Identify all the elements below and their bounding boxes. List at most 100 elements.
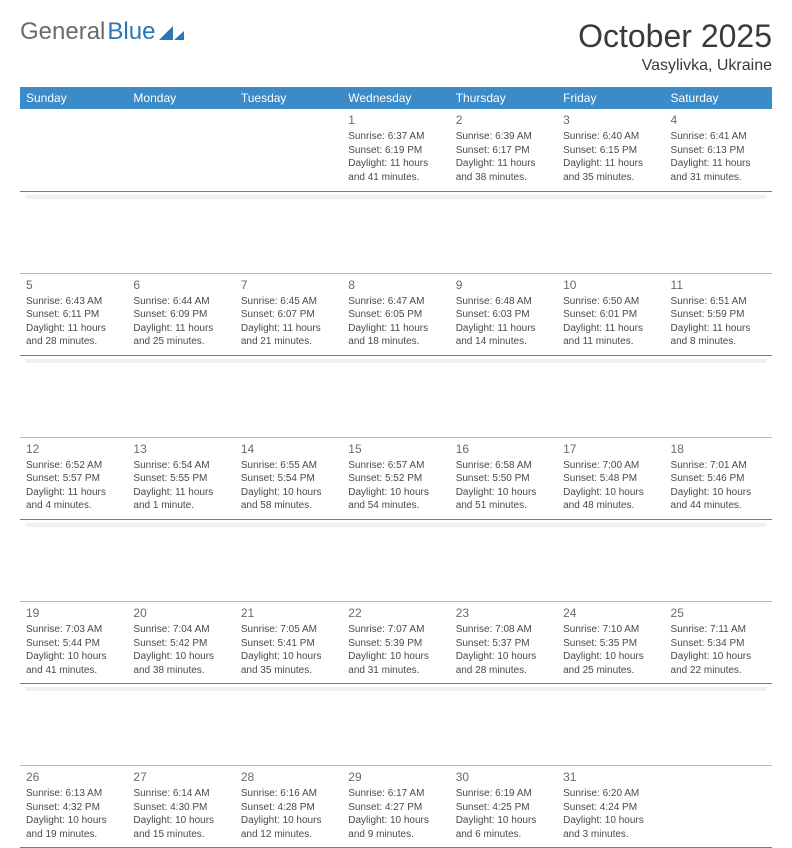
sunset-text: Sunset: 4:32 PM (26, 801, 121, 815)
daylight-text: and 6 minutes. (456, 828, 551, 842)
day-number: 27 (133, 769, 228, 785)
calendar-cell: 20Sunrise: 7:04 AMSunset: 5:42 PMDayligh… (127, 601, 234, 683)
daylight-text: and 1 minute. (133, 499, 228, 513)
calendar-cell: 23Sunrise: 7:08 AMSunset: 5:37 PMDayligh… (450, 601, 557, 683)
daylight-text: Daylight: 10 hours (563, 650, 658, 664)
calendar-cell: 8Sunrise: 6:47 AMSunset: 6:05 PMDaylight… (342, 273, 449, 355)
daylight-text: Daylight: 11 hours (26, 486, 121, 500)
daylight-text: and 51 minutes. (456, 499, 551, 513)
daylight-text: and 8 minutes. (671, 335, 766, 349)
daylight-text: Daylight: 11 hours (348, 157, 443, 171)
calendar-cell: 3Sunrise: 6:40 AMSunset: 6:15 PMDaylight… (557, 109, 664, 191)
daylight-text: Daylight: 10 hours (671, 650, 766, 664)
sunset-text: Sunset: 6:17 PM (456, 144, 551, 158)
week-separator (20, 684, 772, 766)
daylight-text: Daylight: 11 hours (671, 322, 766, 336)
calendar-cell: 31Sunrise: 6:20 AMSunset: 4:24 PMDayligh… (557, 766, 664, 848)
day-number: 23 (456, 605, 551, 621)
calendar-cell (20, 109, 127, 191)
sunset-text: Sunset: 6:03 PM (456, 308, 551, 322)
day-header: Friday (557, 87, 664, 109)
daylight-text: Daylight: 10 hours (26, 814, 121, 828)
sunset-text: Sunset: 5:55 PM (133, 472, 228, 486)
daylight-text: Daylight: 11 hours (133, 486, 228, 500)
daylight-text: and 21 minutes. (241, 335, 336, 349)
day-number: 24 (563, 605, 658, 621)
sunset-text: Sunset: 5:46 PM (671, 472, 766, 486)
calendar-cell: 21Sunrise: 7:05 AMSunset: 5:41 PMDayligh… (235, 601, 342, 683)
calendar-table: Sunday Monday Tuesday Wednesday Thursday… (20, 87, 772, 848)
day-number: 30 (456, 769, 551, 785)
sunset-text: Sunset: 5:54 PM (241, 472, 336, 486)
daylight-text: and 48 minutes. (563, 499, 658, 513)
sunset-text: Sunset: 6:09 PM (133, 308, 228, 322)
calendar-cell: 4Sunrise: 6:41 AMSunset: 6:13 PMDaylight… (665, 109, 772, 191)
daylight-text: Daylight: 10 hours (563, 814, 658, 828)
daylight-text: and 25 minutes. (563, 664, 658, 678)
sunset-text: Sunset: 5:48 PM (563, 472, 658, 486)
daylight-text: and 35 minutes. (563, 171, 658, 185)
daylight-text: and 3 minutes. (563, 828, 658, 842)
sunrise-text: Sunrise: 6:50 AM (563, 295, 658, 309)
daylight-text: and 54 minutes. (348, 499, 443, 513)
daylight-text: and 4 minutes. (26, 499, 121, 513)
calendar-cell: 28Sunrise: 6:16 AMSunset: 4:28 PMDayligh… (235, 766, 342, 848)
daylight-text: Daylight: 10 hours (348, 486, 443, 500)
calendar-cell: 17Sunrise: 7:00 AMSunset: 5:48 PMDayligh… (557, 437, 664, 519)
daylight-text: Daylight: 11 hours (348, 322, 443, 336)
daylight-text: and 11 minutes. (563, 335, 658, 349)
daylight-text: Daylight: 11 hours (241, 322, 336, 336)
sunrise-text: Sunrise: 6:14 AM (133, 787, 228, 801)
daylight-text: Daylight: 10 hours (241, 486, 336, 500)
calendar-cell: 13Sunrise: 6:54 AMSunset: 5:55 PMDayligh… (127, 437, 234, 519)
calendar-cell: 19Sunrise: 7:03 AMSunset: 5:44 PMDayligh… (20, 601, 127, 683)
sunrise-text: Sunrise: 7:04 AM (133, 623, 228, 637)
day-number: 16 (456, 441, 551, 457)
sunrise-text: Sunrise: 6:39 AM (456, 130, 551, 144)
daylight-text: and 35 minutes. (241, 664, 336, 678)
calendar-cell: 16Sunrise: 6:58 AMSunset: 5:50 PMDayligh… (450, 437, 557, 519)
sunrise-text: Sunrise: 6:58 AM (456, 459, 551, 473)
daylight-text: Daylight: 10 hours (671, 486, 766, 500)
sunrise-text: Sunrise: 7:11 AM (671, 623, 766, 637)
logo: GeneralBlue (20, 18, 185, 46)
day-number: 28 (241, 769, 336, 785)
day-number: 18 (671, 441, 766, 457)
day-number: 21 (241, 605, 336, 621)
day-header: Sunday (20, 87, 127, 109)
calendar-week-row: 5Sunrise: 6:43 AMSunset: 6:11 PMDaylight… (20, 273, 772, 355)
daylight-text: and 38 minutes. (456, 171, 551, 185)
sunset-text: Sunset: 5:42 PM (133, 637, 228, 651)
daylight-text: and 28 minutes. (26, 335, 121, 349)
calendar-cell: 5Sunrise: 6:43 AMSunset: 6:11 PMDaylight… (20, 273, 127, 355)
day-number: 7 (241, 277, 336, 293)
day-number: 12 (26, 441, 121, 457)
sunrise-text: Sunrise: 6:13 AM (26, 787, 121, 801)
daylight-text: Daylight: 11 hours (563, 157, 658, 171)
daylight-text: and 41 minutes. (26, 664, 121, 678)
daylight-text: and 38 minutes. (133, 664, 228, 678)
daylight-text: and 15 minutes. (133, 828, 228, 842)
day-number: 29 (348, 769, 443, 785)
sunset-text: Sunset: 6:01 PM (563, 308, 658, 322)
calendar-cell: 7Sunrise: 6:45 AMSunset: 6:07 PMDaylight… (235, 273, 342, 355)
logo-text-a: General (20, 18, 105, 46)
daylight-text: Daylight: 10 hours (26, 650, 121, 664)
header: GeneralBlue October 2025 Vasylivka, Ukra… (20, 18, 772, 75)
daylight-text: Daylight: 10 hours (456, 650, 551, 664)
daylight-text: and 31 minutes. (671, 171, 766, 185)
sunrise-text: Sunrise: 6:55 AM (241, 459, 336, 473)
sunset-text: Sunset: 5:41 PM (241, 637, 336, 651)
calendar-cell: 2Sunrise: 6:39 AMSunset: 6:17 PMDaylight… (450, 109, 557, 191)
day-header: Monday (127, 87, 234, 109)
day-number: 3 (563, 112, 658, 128)
daylight-text: Daylight: 10 hours (133, 650, 228, 664)
day-number: 4 (671, 112, 766, 128)
daylight-text: Daylight: 10 hours (348, 814, 443, 828)
day-number: 19 (26, 605, 121, 621)
daylight-text: and 9 minutes. (348, 828, 443, 842)
daylight-text: Daylight: 10 hours (563, 486, 658, 500)
day-number: 14 (241, 441, 336, 457)
sunrise-text: Sunrise: 6:40 AM (563, 130, 658, 144)
daylight-text: Daylight: 10 hours (241, 650, 336, 664)
